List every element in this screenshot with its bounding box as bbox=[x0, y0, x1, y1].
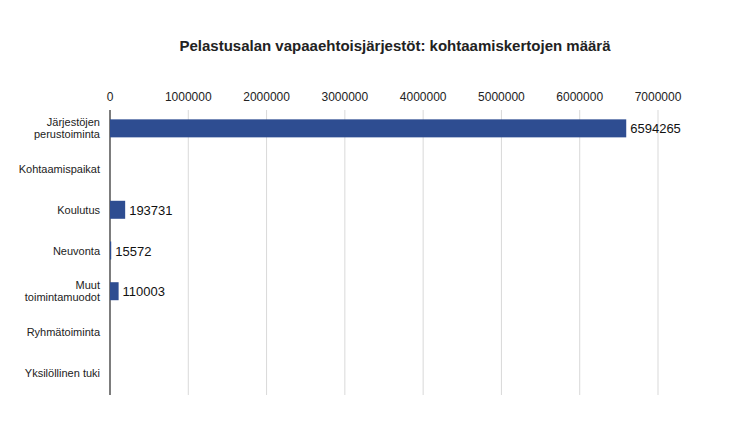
data-label: 6594265 bbox=[630, 121, 681, 136]
tick-label: 7000000 bbox=[635, 90, 682, 104]
category-label: Kohtaamispaikat bbox=[19, 163, 100, 175]
grid-line bbox=[266, 110, 267, 395]
bars bbox=[110, 119, 626, 300]
tick-label: 1000000 bbox=[165, 90, 212, 104]
category-label-line: Kohtaamispaikat bbox=[19, 163, 100, 175]
tick-label: 2000000 bbox=[243, 90, 290, 104]
category-label: Koulutus bbox=[57, 204, 100, 216]
category-label: Ryhmätoiminta bbox=[27, 326, 101, 338]
grid-line bbox=[501, 110, 502, 395]
grid bbox=[110, 110, 658, 395]
chart-title: Pelastusalan vapaaehtoisjärjestöt: kohta… bbox=[179, 37, 611, 54]
category-label: Neuvonta bbox=[53, 245, 101, 257]
category-label-line: Ryhmätoiminta bbox=[27, 326, 101, 338]
tick-label: 4000000 bbox=[400, 90, 447, 104]
tick-label: 3000000 bbox=[321, 90, 368, 104]
category-label-line: toimintamuodot bbox=[25, 291, 100, 303]
bar bbox=[110, 201, 125, 219]
category-label: Muuttoimintamuodot bbox=[25, 279, 100, 303]
category-label-line: Muut bbox=[76, 279, 100, 291]
category-label-line: Koulutus bbox=[57, 204, 100, 216]
chart-container: Pelastusalan vapaaehtoisjärjestöt: kohta… bbox=[0, 0, 750, 436]
tick-label: 6000000 bbox=[556, 90, 603, 104]
grid-line bbox=[110, 110, 111, 395]
category-label: Järjestöjenperustoiminta bbox=[34, 116, 101, 140]
bar bbox=[110, 282, 119, 300]
grid-line bbox=[344, 110, 345, 395]
category-label: Yksilöllinen tuki bbox=[25, 367, 100, 379]
grid-line bbox=[423, 110, 424, 395]
bar bbox=[110, 119, 626, 137]
category-label-line: Neuvonta bbox=[53, 245, 101, 257]
data-labels: 6594265 193731 15572 110003 bbox=[115, 121, 681, 299]
data-label: 193731 bbox=[129, 203, 172, 218]
category-labels: Järjestöjenperustoiminta Kohtaamispaikat K… bbox=[19, 116, 101, 378]
tick-label: 0 bbox=[107, 90, 114, 104]
tick-label: 5000000 bbox=[478, 90, 525, 104]
data-label: 15572 bbox=[115, 244, 151, 259]
category-label-line: Järjestöjen bbox=[47, 116, 100, 128]
category-label-line: Yksilöllinen tuki bbox=[25, 367, 100, 379]
data-label: 110003 bbox=[123, 284, 165, 299]
chart-svg: Pelastusalan vapaaehtoisjärjestöt: kohta… bbox=[0, 0, 750, 436]
bar bbox=[110, 242, 111, 260]
grid-line bbox=[658, 110, 659, 395]
grid-line bbox=[188, 110, 189, 395]
category-label-line: perustoiminta bbox=[34, 128, 101, 140]
y-axis-line bbox=[109, 110, 110, 395]
grid-line bbox=[579, 110, 580, 395]
